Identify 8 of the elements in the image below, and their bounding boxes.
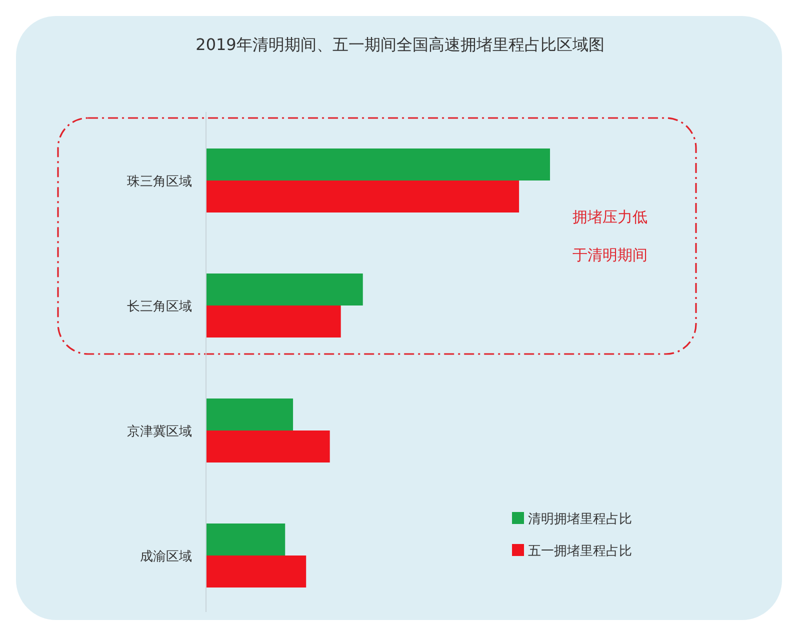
category-label: 京津冀区域: [127, 424, 192, 440]
title: 2019年清明期间、五一期间全国高速拥堵里程占比区域图: [196, 35, 604, 54]
legend-label: 清明拥堵里程占比: [528, 512, 632, 527]
legend-label: 五一拥堵里程占比: [528, 544, 632, 559]
category-label: 长三角区域: [127, 300, 192, 314]
annotation: 拥堵压力低于清明期间: [572, 208, 648, 264]
category-label: 成渝区域: [140, 550, 192, 564]
category-label: 珠三角区域: [127, 174, 192, 190]
